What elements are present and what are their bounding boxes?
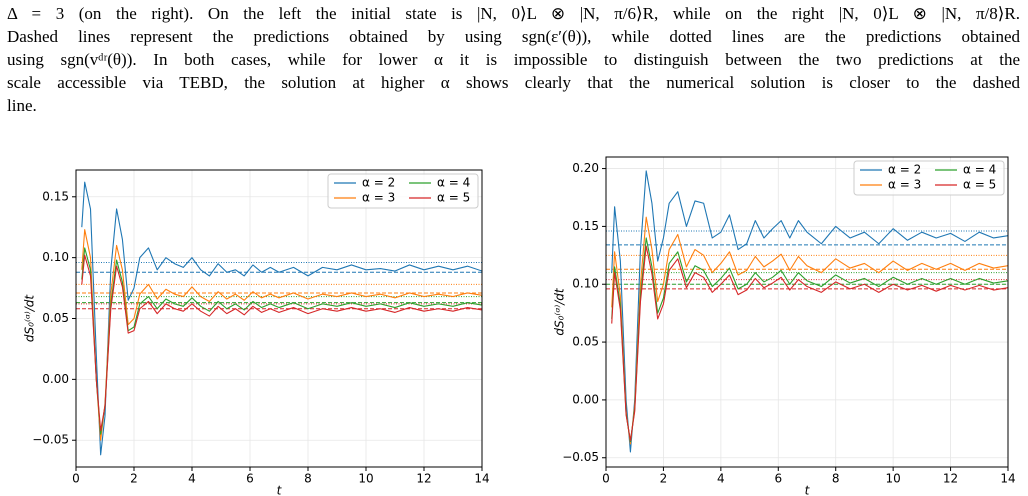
x-tick-label: 14 bbox=[1000, 472, 1015, 486]
x-tick-label: 2 bbox=[130, 472, 138, 486]
series-line bbox=[611, 216, 1008, 445]
series-line bbox=[81, 254, 482, 432]
y-tick-label: 0.00 bbox=[572, 392, 599, 406]
y-tick-label: 0.15 bbox=[572, 219, 599, 233]
x-axis-label: t bbox=[277, 484, 283, 496]
text-line: Δ = 3 (on the right). On the left the in… bbox=[7, 4, 1020, 23]
series-line bbox=[611, 237, 1008, 443]
legend-label: α = 3 bbox=[888, 178, 921, 192]
legend-label: α = 3 bbox=[362, 191, 395, 205]
plot-area bbox=[606, 170, 1008, 453]
legend-label: α = 2 bbox=[362, 176, 395, 190]
x-tick-label: 12 bbox=[943, 472, 958, 486]
series-line bbox=[81, 181, 482, 456]
legend-label: α = 5 bbox=[963, 178, 996, 192]
x-tick-label: 0 bbox=[602, 472, 610, 486]
x-axis-label: t bbox=[805, 484, 811, 496]
series-line bbox=[611, 245, 1008, 441]
y-axis-label: dS₀⁽ᵅ⁾/dt bbox=[23, 294, 37, 342]
axes-frame bbox=[75, 169, 483, 468]
y-tick-label: −0.05 bbox=[32, 433, 69, 447]
caption-text: Δ = 3 (on the right). On the left the in… bbox=[7, 2, 1020, 117]
legend-label: α = 5 bbox=[437, 191, 470, 205]
legend-box bbox=[327, 173, 479, 209]
x-tick-label: 6 bbox=[246, 472, 254, 486]
y-tick-label: −0.05 bbox=[562, 450, 599, 464]
x-tick-label: 6 bbox=[774, 472, 782, 486]
y-tick-label: 0.05 bbox=[572, 335, 599, 349]
legend-label: α = 4 bbox=[963, 163, 996, 177]
plot-area bbox=[76, 181, 482, 456]
x-tick-label: 0 bbox=[72, 472, 80, 486]
x-tick-label: 4 bbox=[188, 472, 196, 486]
text-line: Dashed lines represent the predictions o… bbox=[7, 27, 1020, 46]
series-line bbox=[81, 247, 482, 435]
y-tick-label: 0.10 bbox=[572, 277, 599, 291]
series-line bbox=[611, 170, 1008, 453]
text-line: line. bbox=[7, 96, 37, 115]
x-tick-label: 4 bbox=[717, 472, 725, 486]
text-line: scale accessible via TEBD, the solution … bbox=[7, 73, 1020, 92]
x-tick-label: 8 bbox=[832, 472, 840, 486]
y-tick-label: 0.10 bbox=[42, 250, 69, 264]
legend-label: α = 2 bbox=[888, 163, 921, 177]
x-tick-label: 12 bbox=[416, 472, 431, 486]
x-tick-label: 8 bbox=[304, 472, 312, 486]
series-line bbox=[81, 229, 482, 441]
text-line: using sgn(vᵈʳ(θ)). In both cases, while … bbox=[7, 50, 1020, 69]
x-tick-label: 2 bbox=[660, 472, 668, 486]
y-tick-label: 0.00 bbox=[42, 372, 69, 386]
legend-box bbox=[853, 160, 1005, 196]
y-axis-label: dS₀⁽ᵅ⁾/dt bbox=[553, 287, 567, 335]
axes-frame bbox=[605, 156, 1009, 468]
y-tick-label: 0.20 bbox=[572, 161, 599, 175]
y-tick-label: 0.15 bbox=[42, 189, 69, 203]
legend-label: α = 4 bbox=[437, 176, 470, 190]
y-tick-label: 0.05 bbox=[42, 311, 69, 325]
x-tick-label: 10 bbox=[886, 472, 901, 486]
x-tick-label: 14 bbox=[474, 472, 489, 486]
x-tick-label: 10 bbox=[358, 472, 373, 486]
